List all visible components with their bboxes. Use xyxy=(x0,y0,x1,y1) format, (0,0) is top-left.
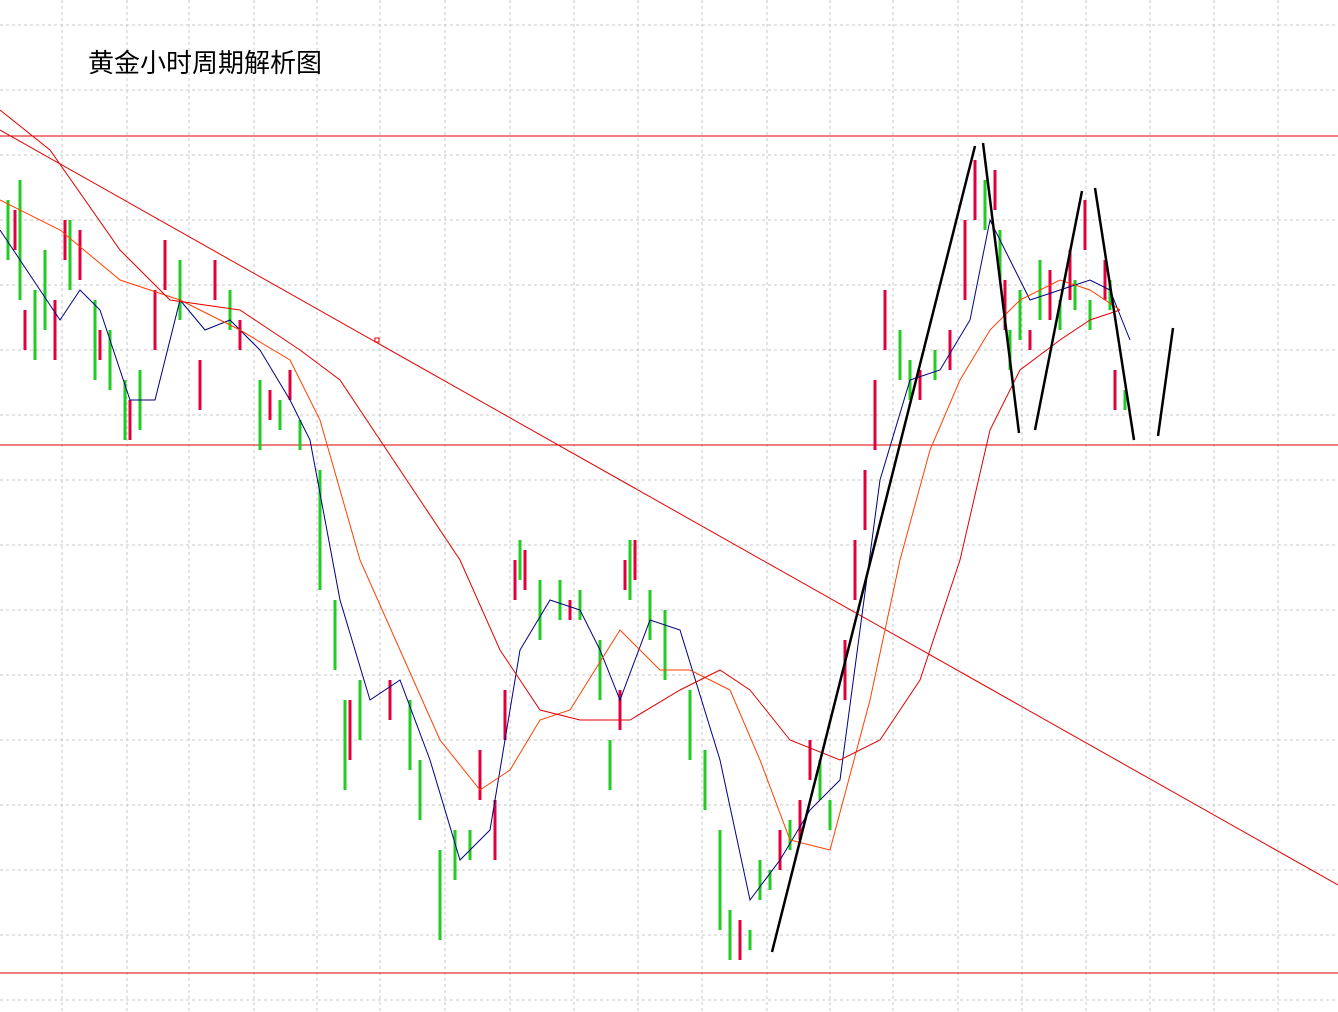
chart-title: 黄金小时周期解析图 xyxy=(88,49,322,79)
ma-long xyxy=(0,109,1121,761)
pattern-lines xyxy=(770,142,1175,953)
candles-down xyxy=(13,160,1117,960)
candles-up xyxy=(6,180,1127,960)
ma-mid xyxy=(0,199,1121,851)
trend-handle xyxy=(374,337,380,343)
trend-line xyxy=(0,129,1338,886)
ma-short xyxy=(0,218,1131,902)
